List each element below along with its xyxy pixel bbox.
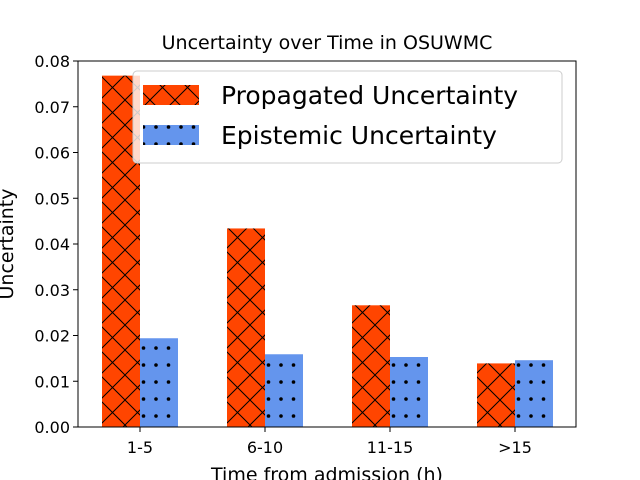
legend-swatch-epistemic — [143, 125, 199, 145]
x-tick-label: 6-10 — [247, 438, 283, 457]
y-tick-label: 0.08 — [34, 52, 70, 71]
y-tick-label: 0.05 — [34, 189, 70, 208]
y-tick-label: 0.00 — [34, 418, 70, 437]
x-axis-label: Time from admission (h) — [210, 464, 443, 480]
x-tick-label: 1-5 — [127, 438, 153, 457]
chart-title: Uncertainty over Time in OSUWMC — [162, 32, 493, 54]
bar-epistemic-4 — [515, 360, 553, 427]
x-axis-ticks: 1-5 6-10 11-15 >15 — [127, 427, 532, 457]
plot-frame — [77, 60, 577, 428]
x-tick-label: >15 — [498, 438, 532, 457]
y-tick-label: 0.06 — [34, 144, 70, 163]
y-tick-label: 0.01 — [34, 372, 70, 391]
bar-epistemic-1 — [140, 338, 178, 427]
bar-epistemic-3 — [390, 357, 428, 427]
bar-propagated-2 — [227, 228, 265, 427]
x-tick-label: 11-15 — [367, 438, 414, 457]
y-tick-label: 0.03 — [34, 281, 70, 300]
legend: Propagated Uncertainty Epistemic Uncerta… — [132, 70, 563, 164]
y-tick-label: 0.04 — [34, 235, 70, 254]
legend-frame — [132, 70, 563, 164]
y-axis-ticks: 0.00 0.01 0.02 0.03 0.04 0.05 0.06 0.07 0.08 — [34, 52, 78, 437]
legend-swatch-propagated — [143, 85, 199, 105]
y-tick-label: 0.07 — [34, 98, 70, 117]
bar-epistemic-2 — [265, 354, 303, 427]
y-axis-label: Uncertainty — [0, 188, 18, 299]
bar-propagated-3 — [352, 305, 390, 427]
bar-propagated-4 — [477, 363, 515, 427]
y-tick-label: 0.02 — [34, 327, 70, 346]
legend-label-epistemic: Epistemic Uncertainty — [221, 121, 497, 150]
legend-label-propagated: Propagated Uncertainty — [221, 81, 518, 110]
